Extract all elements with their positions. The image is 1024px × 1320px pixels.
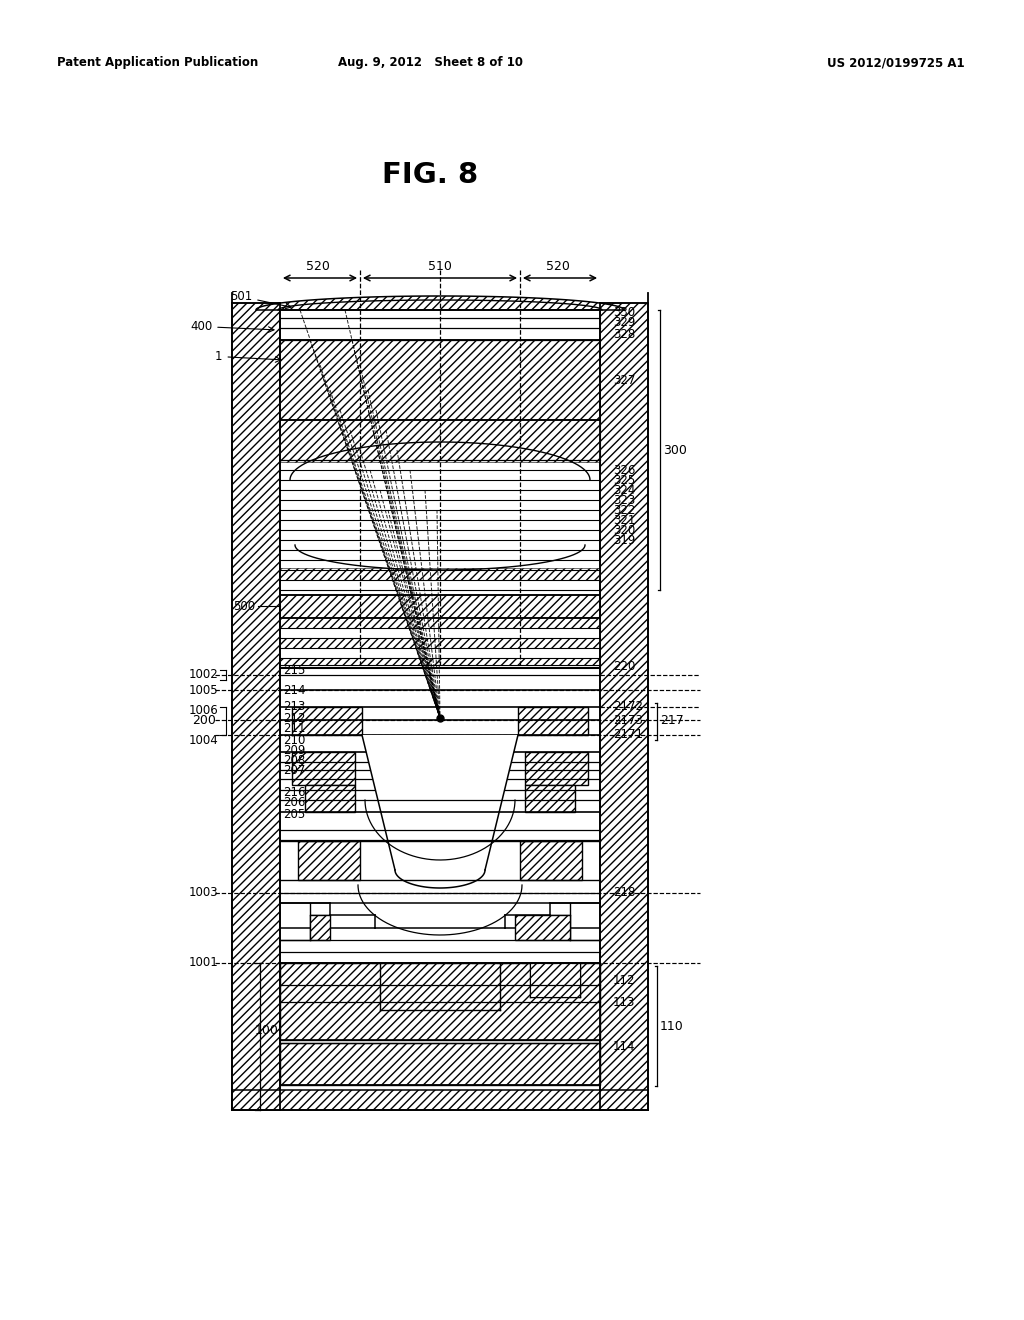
Text: Aug. 9, 2012   Sheet 8 of 10: Aug. 9, 2012 Sheet 8 of 10 <box>338 55 522 69</box>
Text: 300: 300 <box>663 444 687 457</box>
Text: 330: 330 <box>613 306 635 319</box>
Text: 112: 112 <box>613 974 636 986</box>
Bar <box>305 785 355 812</box>
Text: 114: 114 <box>613 1040 636 1053</box>
Bar <box>280 657 600 665</box>
Text: 217: 217 <box>660 714 684 727</box>
Text: US 2012/0199725 A1: US 2012/0199725 A1 <box>827 55 965 69</box>
Text: 320: 320 <box>613 524 635 536</box>
Text: 319: 319 <box>613 533 635 546</box>
Text: 220: 220 <box>613 660 635 672</box>
Text: 110: 110 <box>660 1019 684 1032</box>
Text: 520: 520 <box>546 260 570 273</box>
Bar <box>525 785 575 812</box>
Text: 213: 213 <box>283 701 305 714</box>
Text: FIG. 8: FIG. 8 <box>382 161 478 189</box>
Text: 1003: 1003 <box>188 887 218 899</box>
Polygon shape <box>362 735 518 888</box>
Text: 200: 200 <box>193 714 216 726</box>
Bar <box>298 841 360 880</box>
Text: 324: 324 <box>613 483 635 496</box>
Bar <box>280 568 600 579</box>
Text: 211: 211 <box>283 722 305 735</box>
Text: 218: 218 <box>613 887 635 899</box>
Text: 1002: 1002 <box>188 668 218 681</box>
Text: 520: 520 <box>306 260 330 273</box>
Text: 2172: 2172 <box>613 701 643 714</box>
Bar <box>292 708 362 735</box>
Text: 100: 100 <box>255 1023 279 1036</box>
Bar <box>280 341 600 420</box>
Bar <box>280 618 600 628</box>
Text: 2171: 2171 <box>613 729 643 742</box>
Bar <box>280 964 600 1040</box>
Bar <box>525 752 588 785</box>
Text: 500: 500 <box>233 599 255 612</box>
Text: 510: 510 <box>428 260 452 273</box>
Bar <box>280 638 600 648</box>
Bar <box>515 915 570 940</box>
Bar <box>520 841 582 880</box>
Text: 325: 325 <box>613 474 635 487</box>
Bar <box>280 1043 600 1085</box>
Text: 329: 329 <box>613 317 635 330</box>
Bar <box>600 304 648 1110</box>
Text: 113: 113 <box>613 995 635 1008</box>
Bar <box>232 304 280 1110</box>
Text: 321: 321 <box>613 513 635 527</box>
Bar <box>518 708 588 735</box>
Text: 1: 1 <box>215 350 281 363</box>
Bar <box>280 420 600 462</box>
Bar <box>232 1090 648 1110</box>
Text: 216: 216 <box>283 787 305 800</box>
Text: 1005: 1005 <box>188 684 218 697</box>
Text: 212: 212 <box>283 711 305 725</box>
Text: 501: 501 <box>230 290 291 309</box>
Text: 322: 322 <box>613 503 635 516</box>
Text: 207: 207 <box>283 763 305 776</box>
Text: 326: 326 <box>613 463 635 477</box>
Bar <box>292 752 355 785</box>
Text: 215: 215 <box>283 664 305 677</box>
Bar <box>310 915 330 940</box>
Bar <box>280 420 600 459</box>
Text: 328: 328 <box>613 327 635 341</box>
Text: Patent Application Publication: Patent Application Publication <box>57 55 258 69</box>
Text: 2173: 2173 <box>613 714 643 726</box>
Text: 208: 208 <box>283 754 305 767</box>
Text: 210: 210 <box>283 734 305 747</box>
Polygon shape <box>256 296 624 310</box>
Text: 205: 205 <box>283 808 305 821</box>
Text: 209: 209 <box>283 743 305 756</box>
Text: 327: 327 <box>613 374 635 387</box>
Text: 400: 400 <box>190 319 274 333</box>
Text: 214: 214 <box>283 684 305 697</box>
Text: 206: 206 <box>283 796 305 809</box>
Bar <box>280 595 600 618</box>
Text: 323: 323 <box>613 494 635 507</box>
Text: 1001: 1001 <box>188 957 218 969</box>
Text: 1006: 1006 <box>188 704 218 717</box>
Text: 1004: 1004 <box>188 734 218 747</box>
Bar <box>530 964 580 997</box>
